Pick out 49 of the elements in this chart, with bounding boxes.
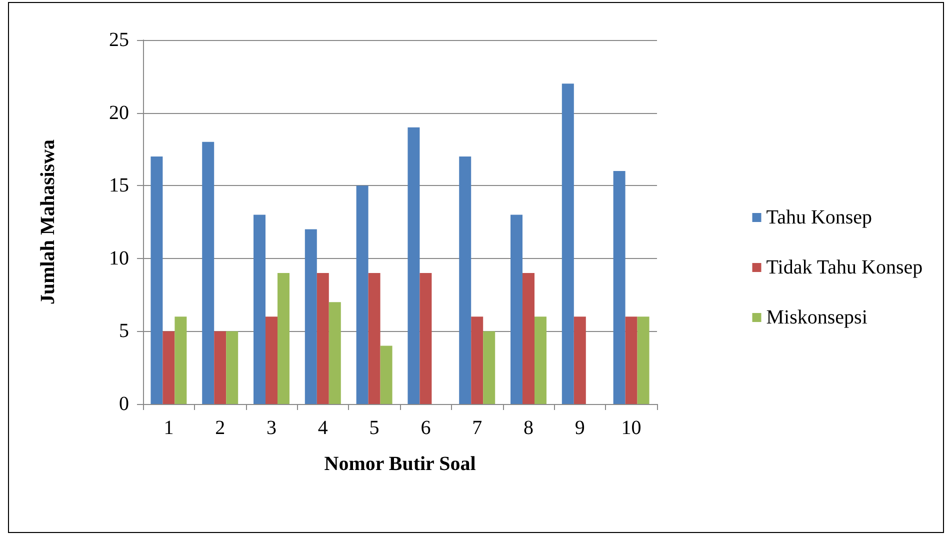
bar bbox=[266, 316, 278, 404]
y-tick-label: 5 bbox=[119, 320, 129, 342]
bar bbox=[625, 316, 638, 404]
bar bbox=[162, 331, 175, 404]
bar bbox=[408, 127, 420, 404]
bar bbox=[226, 331, 238, 404]
y-tick-label: 0 bbox=[119, 393, 129, 415]
y-tick-label: 15 bbox=[109, 174, 129, 197]
bar bbox=[483, 331, 496, 404]
bar bbox=[368, 272, 380, 404]
bar bbox=[316, 272, 329, 404]
bar bbox=[214, 331, 226, 404]
y-tick-label: 20 bbox=[109, 102, 129, 124]
bar bbox=[150, 156, 163, 404]
x-tick-label: 5 bbox=[369, 417, 380, 439]
bar bbox=[522, 272, 534, 404]
legend-label: Tidak Tahu Konsep bbox=[766, 256, 923, 278]
bar bbox=[304, 229, 317, 404]
x-tick-label: 2 bbox=[215, 417, 226, 439]
x-tick-label: 4 bbox=[318, 417, 328, 439]
x-tick-label: 9 bbox=[574, 417, 585, 439]
bar bbox=[420, 272, 432, 404]
legend-label: Miskonsepsi bbox=[766, 306, 868, 328]
y-axis-title: Jumlah Mahasiswa bbox=[37, 139, 59, 305]
bar bbox=[380, 346, 392, 404]
bar bbox=[174, 316, 187, 404]
x-tick-label: 3 bbox=[266, 417, 276, 439]
x-tick-label: 8 bbox=[524, 417, 534, 439]
legend-label: Tahu Konsep bbox=[766, 206, 872, 228]
bar bbox=[202, 142, 214, 404]
bar bbox=[534, 316, 546, 404]
x-axis-title: Nomor Butir Soal bbox=[324, 453, 476, 475]
x-tick-label: 7 bbox=[472, 417, 482, 439]
x-tick-label: 6 bbox=[420, 417, 431, 439]
bar bbox=[562, 84, 574, 404]
bar bbox=[613, 171, 626, 404]
bar bbox=[277, 272, 290, 404]
y-tick-label: 25 bbox=[109, 29, 129, 51]
x-tick-label: 10 bbox=[621, 417, 642, 439]
y-tick-label: 10 bbox=[109, 247, 129, 270]
bar bbox=[471, 316, 484, 404]
x-tick-label: 1 bbox=[164, 417, 174, 439]
bar bbox=[356, 186, 368, 404]
bar bbox=[574, 316, 586, 404]
bar bbox=[510, 214, 523, 404]
bar bbox=[459, 156, 472, 404]
bar bbox=[637, 316, 650, 404]
bar bbox=[328, 302, 341, 404]
bar bbox=[254, 214, 266, 404]
